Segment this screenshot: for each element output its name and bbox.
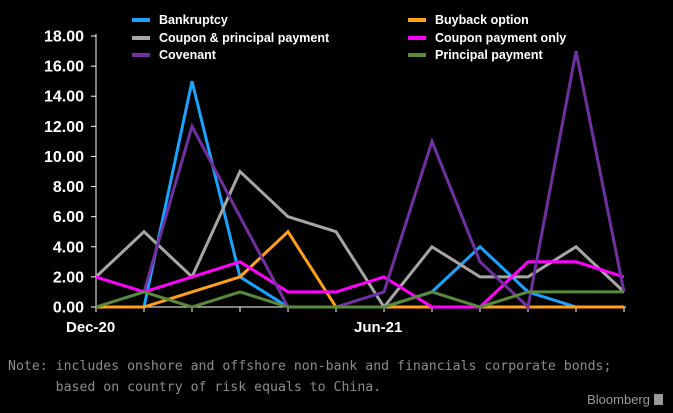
axes: 0.00 2.00 4.00 6.00 8.00 10.00 12.00 14.00 16.00… — [44, 29, 626, 336]
bloomberg-logo: Bloomberg — [587, 392, 663, 407]
x-tick-label: Dec-20 — [66, 319, 115, 336]
legend-item: Buyback option — [408, 13, 529, 27]
note-line-2: based on country of risk equals to China… — [8, 380, 382, 395]
note-line-1: Note: includes onshore and offshore non-… — [8, 359, 612, 374]
chart: 0.00 2.00 4.00 6.00 8.00 10.00 12.00 14.00 16.00… — [44, 13, 626, 336]
bloomberg-mark-icon — [654, 394, 663, 405]
y-tick-label: 8.00 — [53, 179, 84, 196]
series-lines — [94, 50, 626, 310]
y-tick-label: 0.00 — [53, 300, 84, 317]
legend: Bankruptcy Buyback option Coupon & princip… — [132, 13, 566, 62]
y-tick-label: 18.00 — [44, 29, 84, 46]
series-line-principal-payment — [95, 290, 624, 309]
y-tick-label: 6.00 — [53, 209, 84, 226]
legend-item: Bankruptcy — [132, 13, 228, 27]
y-tick-label: 4.00 — [53, 239, 84, 256]
line-chart: 0.00 2.00 4.00 6.00 8.00 10.00 12.00 14.00 16.00… — [44, 13, 626, 336]
y-tick-label: 16.00 — [44, 59, 84, 76]
series-line-covenant — [142, 50, 626, 310]
legend-label: Buyback option — [435, 13, 529, 27]
y-tick-label: 14.00 — [44, 89, 84, 106]
chart-note: Note: includes onshore and offshore non-… — [8, 356, 648, 398]
legend-item: Coupon & principal payment — [132, 31, 330, 45]
y-tick-label: 2.00 — [53, 269, 84, 286]
legend-label: Covenant — [159, 48, 217, 62]
legend-item: Coupon payment only — [408, 31, 566, 45]
x-tick-label: Jun-21 — [354, 319, 402, 336]
y-tick-label: 12.00 — [44, 119, 84, 136]
legend-label: Principal payment — [435, 48, 544, 62]
series-line-bankruptcy — [96, 80, 577, 309]
series-line-coupon-principal-payment — [94, 168, 626, 310]
legend-item: Covenant — [132, 48, 217, 62]
legend-item: Principal payment — [408, 48, 544, 62]
y-tick-label: 10.00 — [44, 149, 84, 166]
legend-label: Coupon payment only — [435, 31, 566, 45]
brand-text: Bloomberg — [587, 392, 650, 407]
legend-label: Coupon & principal payment — [159, 31, 330, 45]
legend-label: Bankruptcy — [159, 13, 228, 27]
